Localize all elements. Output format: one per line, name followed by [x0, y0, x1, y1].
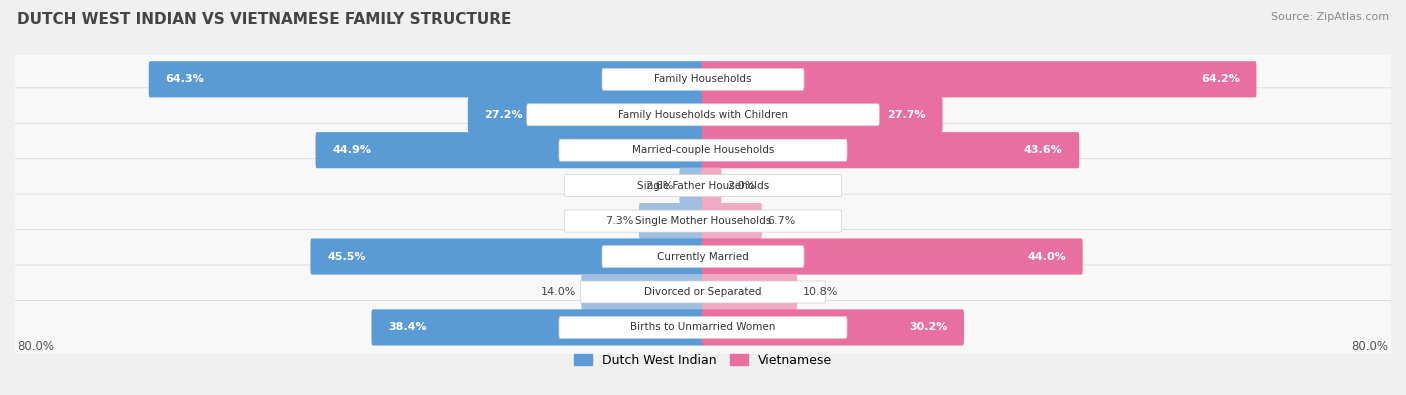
Text: 2.6%: 2.6%: [645, 181, 673, 191]
FancyBboxPatch shape: [602, 246, 804, 267]
Text: Family Households: Family Households: [654, 74, 752, 84]
FancyBboxPatch shape: [602, 68, 804, 90]
FancyBboxPatch shape: [638, 203, 704, 239]
Text: Divorced or Separated: Divorced or Separated: [644, 287, 762, 297]
FancyBboxPatch shape: [13, 123, 1393, 177]
Text: Births to Unmarried Women: Births to Unmarried Women: [630, 322, 776, 333]
FancyBboxPatch shape: [13, 53, 1393, 106]
FancyBboxPatch shape: [702, 132, 1080, 168]
Text: 64.3%: 64.3%: [166, 74, 204, 84]
FancyBboxPatch shape: [702, 274, 797, 310]
Text: 44.0%: 44.0%: [1028, 252, 1066, 261]
Text: 6.7%: 6.7%: [768, 216, 796, 226]
Text: Family Households with Children: Family Households with Children: [619, 110, 787, 120]
Text: 2.0%: 2.0%: [727, 181, 755, 191]
FancyBboxPatch shape: [564, 175, 842, 197]
Text: Currently Married: Currently Married: [657, 252, 749, 261]
FancyBboxPatch shape: [13, 194, 1393, 248]
FancyBboxPatch shape: [702, 167, 721, 204]
FancyBboxPatch shape: [581, 281, 825, 303]
FancyBboxPatch shape: [702, 97, 942, 133]
FancyBboxPatch shape: [468, 97, 704, 133]
Text: 27.7%: 27.7%: [887, 110, 925, 120]
Text: 43.6%: 43.6%: [1024, 145, 1063, 155]
FancyBboxPatch shape: [702, 309, 965, 346]
Text: Married-couple Households: Married-couple Households: [631, 145, 775, 155]
FancyBboxPatch shape: [581, 274, 704, 310]
Text: 27.2%: 27.2%: [485, 110, 523, 120]
FancyBboxPatch shape: [702, 239, 1083, 275]
FancyBboxPatch shape: [311, 239, 704, 275]
FancyBboxPatch shape: [560, 316, 846, 339]
FancyBboxPatch shape: [371, 309, 704, 346]
FancyBboxPatch shape: [527, 104, 879, 126]
Text: 64.2%: 64.2%: [1201, 74, 1240, 84]
FancyBboxPatch shape: [13, 88, 1393, 142]
Text: 44.9%: 44.9%: [332, 145, 371, 155]
FancyBboxPatch shape: [13, 159, 1393, 213]
Text: 14.0%: 14.0%: [540, 287, 575, 297]
FancyBboxPatch shape: [13, 229, 1393, 284]
Text: 7.3%: 7.3%: [605, 216, 633, 226]
Text: 38.4%: 38.4%: [388, 322, 427, 333]
Text: Source: ZipAtlas.com: Source: ZipAtlas.com: [1271, 12, 1389, 22]
Text: DUTCH WEST INDIAN VS VIETNAMESE FAMILY STRUCTURE: DUTCH WEST INDIAN VS VIETNAMESE FAMILY S…: [17, 12, 512, 27]
FancyBboxPatch shape: [702, 61, 1257, 98]
FancyBboxPatch shape: [149, 61, 704, 98]
FancyBboxPatch shape: [564, 210, 842, 232]
Text: 45.5%: 45.5%: [328, 252, 366, 261]
Text: 80.0%: 80.0%: [1351, 340, 1388, 353]
FancyBboxPatch shape: [13, 265, 1393, 319]
Text: Single Father Households: Single Father Households: [637, 181, 769, 191]
Text: Single Mother Households: Single Mother Households: [636, 216, 770, 226]
FancyBboxPatch shape: [315, 132, 704, 168]
FancyBboxPatch shape: [702, 203, 762, 239]
FancyBboxPatch shape: [560, 139, 846, 161]
FancyBboxPatch shape: [679, 167, 704, 204]
Legend: Dutch West Indian, Vietnamese: Dutch West Indian, Vietnamese: [568, 349, 838, 372]
Text: 80.0%: 80.0%: [18, 340, 55, 353]
Text: 10.8%: 10.8%: [803, 287, 838, 297]
Text: 30.2%: 30.2%: [908, 322, 948, 333]
FancyBboxPatch shape: [13, 301, 1393, 354]
